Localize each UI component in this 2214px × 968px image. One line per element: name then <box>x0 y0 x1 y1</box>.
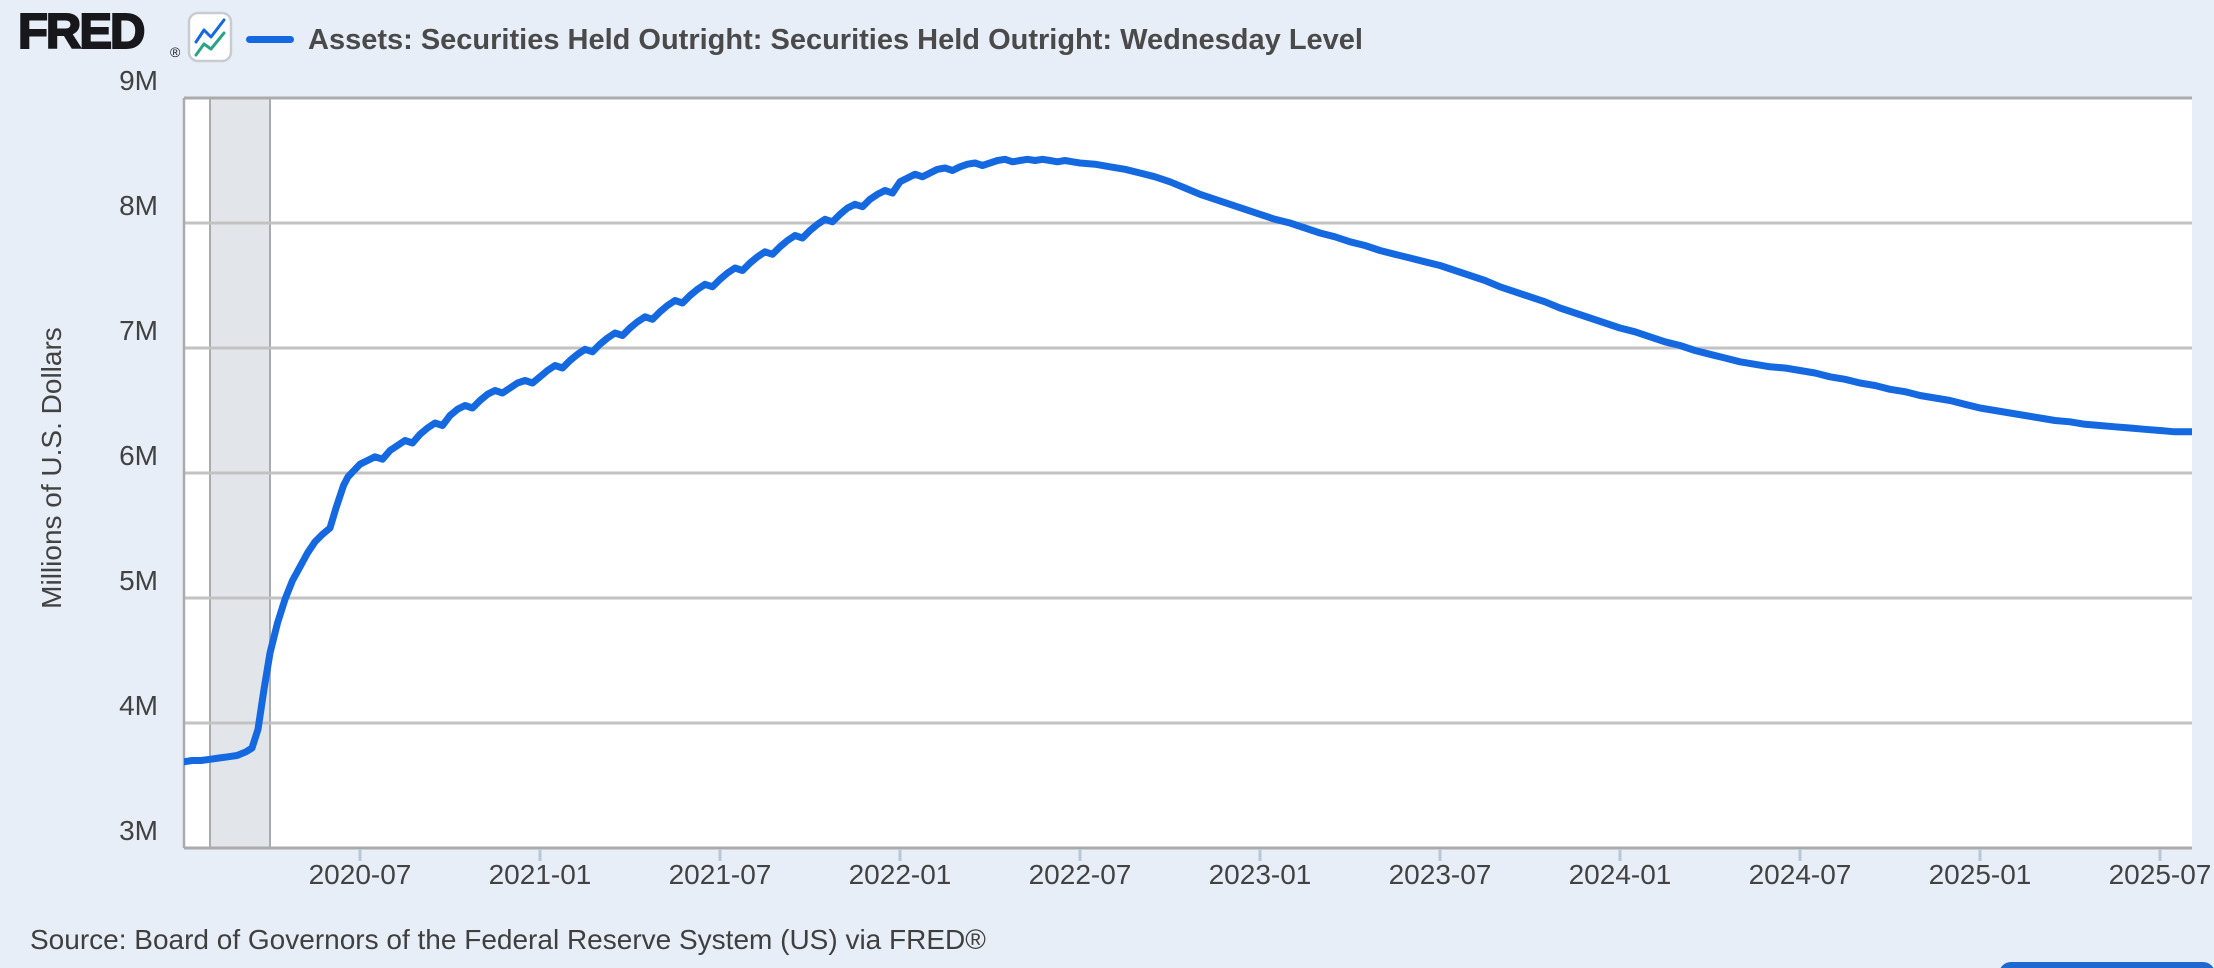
y-axis-label-7M: 7M <box>119 315 158 346</box>
x-axis-label-2023-07: 2023-07 <box>1388 859 1492 890</box>
x-axis-label-2021-01: 2021-01 <box>488 859 592 890</box>
icon-teal-zigzag <box>194 31 226 57</box>
y-axis-label-3M: 3M <box>119 815 158 846</box>
fred-logo[interactable]: FRED <box>17 4 146 60</box>
icon-blue-zigzag <box>194 18 226 44</box>
series-line[interactable] <box>184 155 2192 766</box>
y-axis-label-5M: 5M <box>119 565 158 596</box>
fred-logo-registered-mark: ® <box>170 44 181 60</box>
x-axis-label-2024-07: 2024-07 <box>1748 859 1852 890</box>
chart-header: FRED ® Assets: Securities Held Outright:… <box>0 0 2214 70</box>
y-axis-label-8M: 8M <box>119 190 158 221</box>
series-legend-key <box>246 36 294 43</box>
y-axis-label-4M: 4M <box>119 690 158 721</box>
x-axis-label-2024-01: 2024-01 <box>1568 859 1672 890</box>
fred-graph-icon[interactable] <box>187 11 233 63</box>
x-axis-label-2022-07: 2022-07 <box>1028 859 1132 890</box>
x-axis-label-2020-07: 2020-07 <box>308 859 412 890</box>
x-axis-label-2025-01: 2025-01 <box>1928 859 2032 890</box>
y-axis-label-9M: 9M <box>119 65 158 96</box>
x-axis-label-2023-01: 2023-01 <box>1208 859 1312 890</box>
fred-link-button-clipped[interactable] <box>1999 962 2214 968</box>
x-axis-label-2021-07: 2021-07 <box>668 859 772 890</box>
y-axis-label-6M: 6M <box>119 440 158 471</box>
chart-title: Assets: Securities Held Outright: Securi… <box>308 24 1363 56</box>
x-axis-label-2025-07: 2025-07 <box>2108 859 2212 890</box>
x-axis-label-2022-01: 2022-01 <box>848 859 952 890</box>
source-attribution: Source: Board of Governors of the Federa… <box>30 924 986 955</box>
y-axis-title: Millions of U.S. Dollars <box>36 327 67 609</box>
